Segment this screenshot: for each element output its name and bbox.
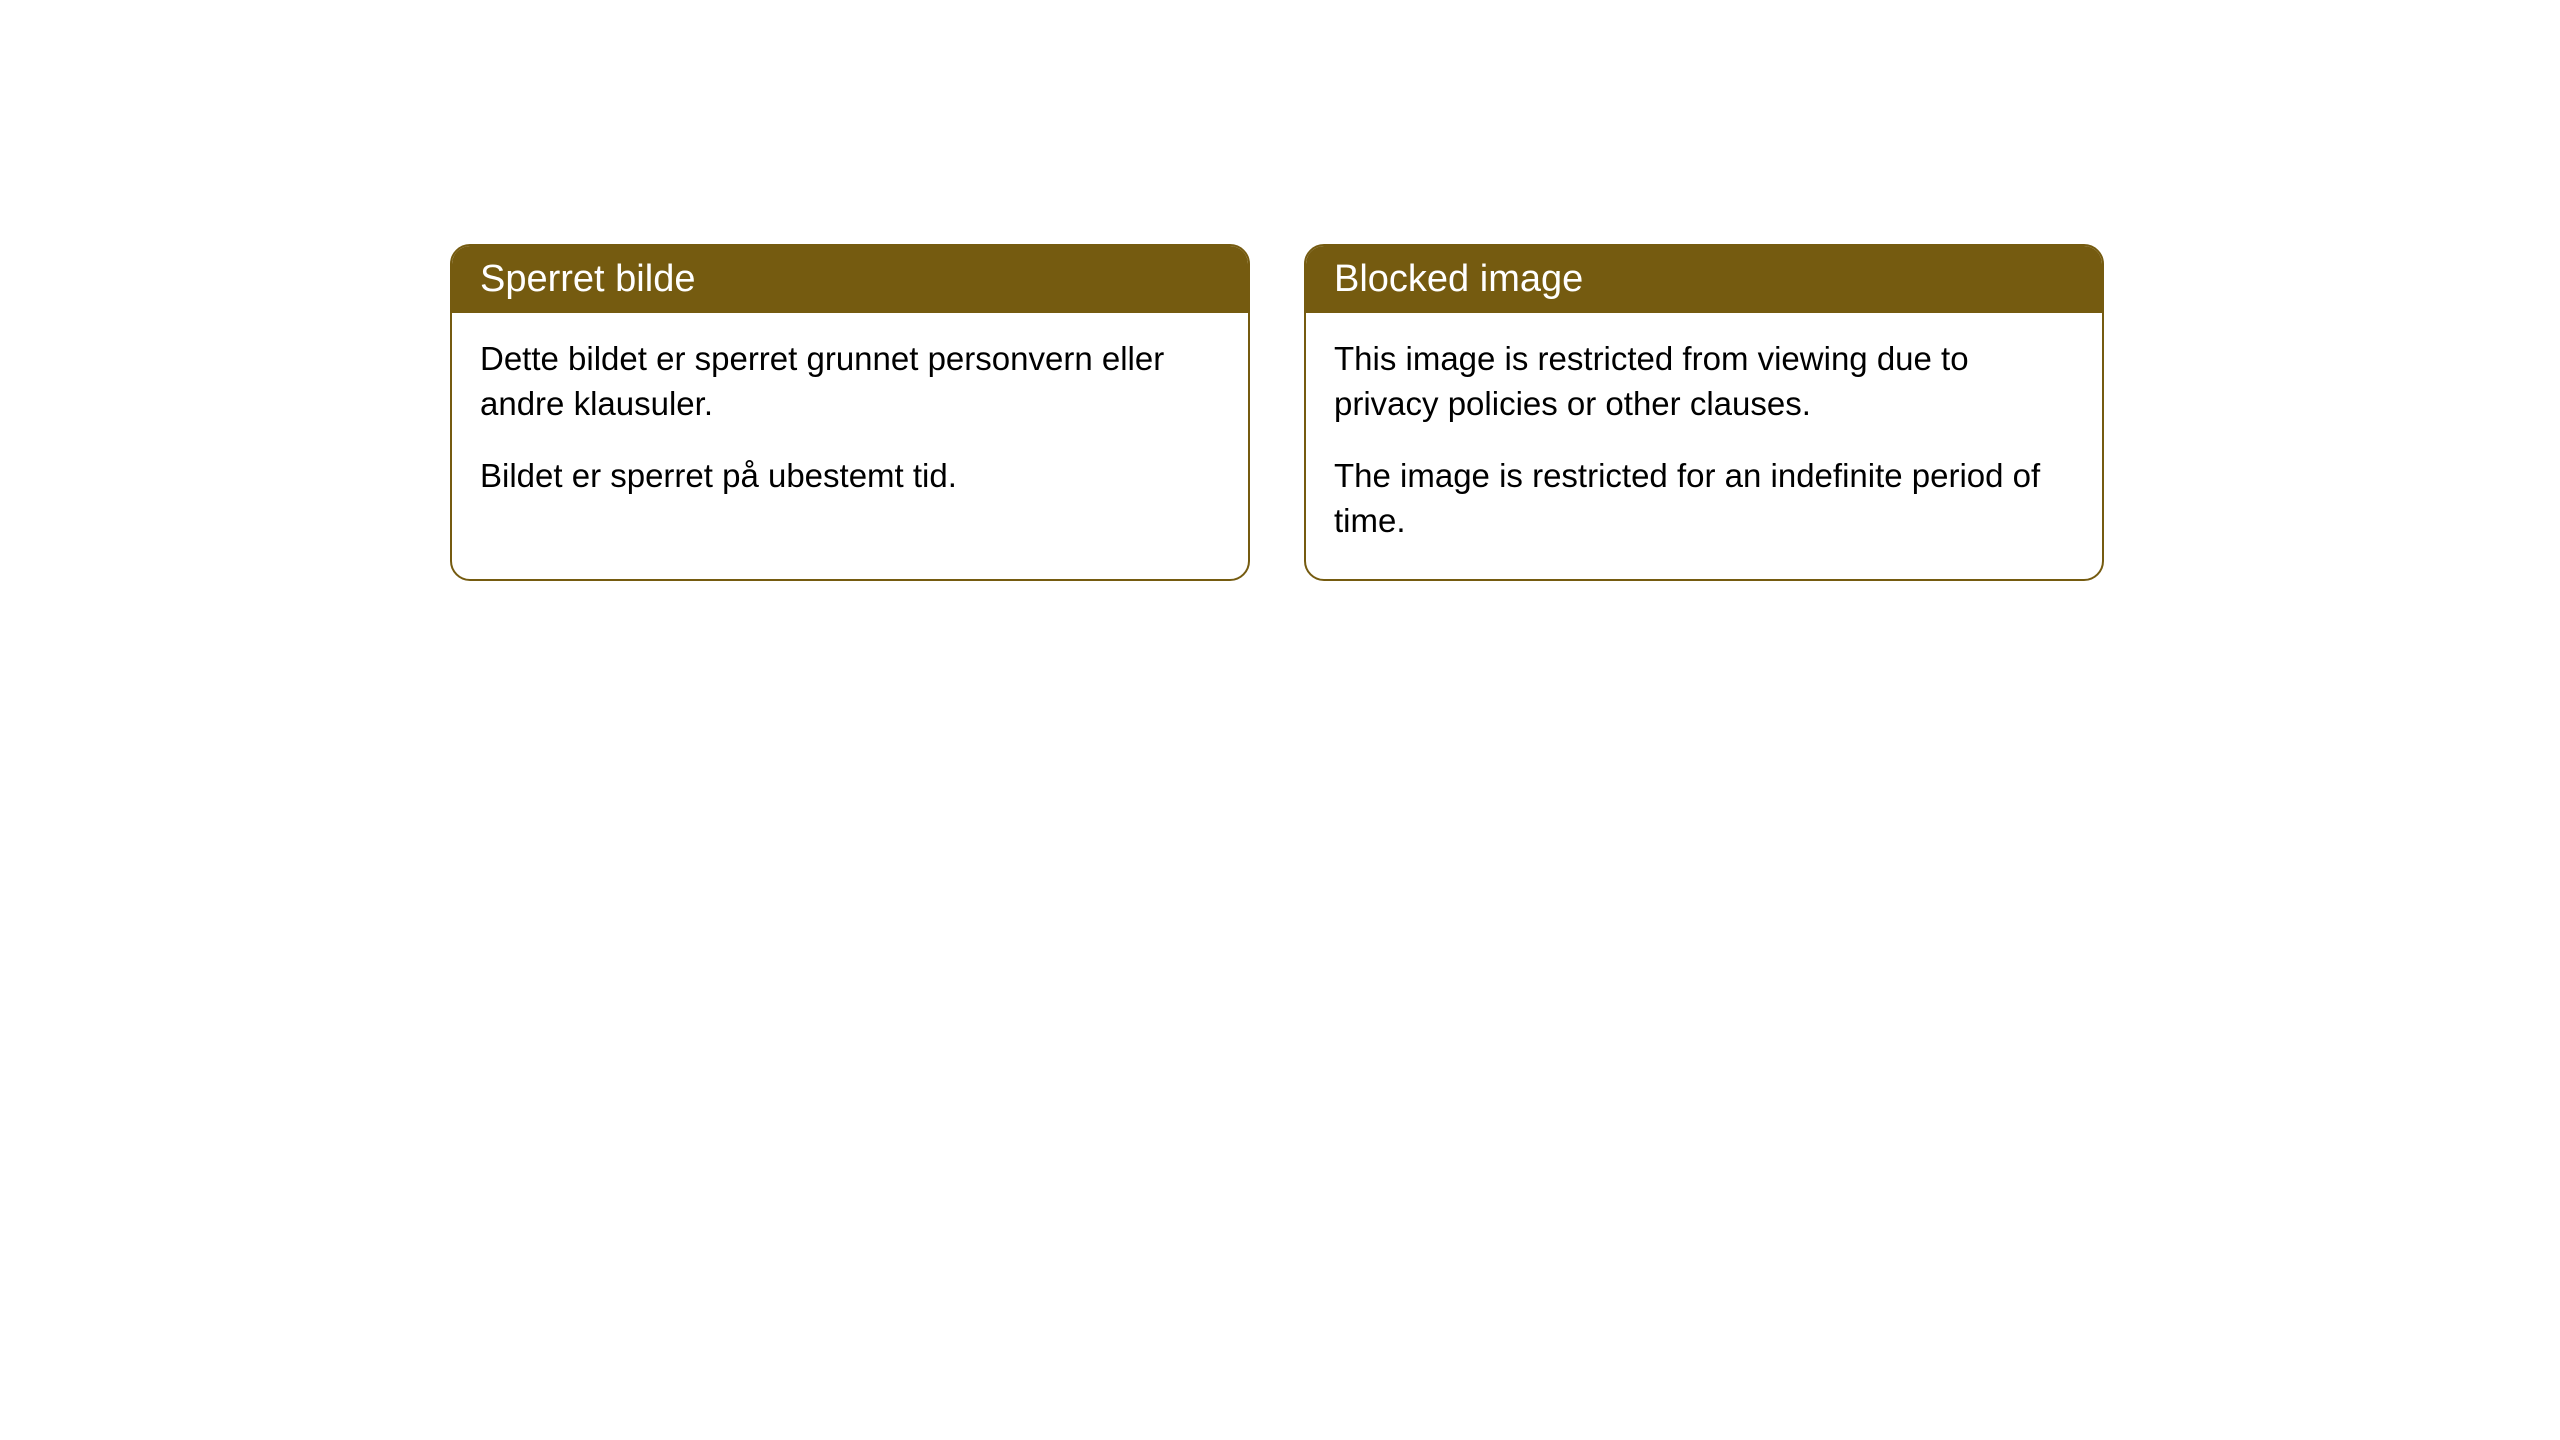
card-title: Blocked image (1334, 258, 1583, 300)
card-paragraph: Bildet er sperret på ubestemt tid. (480, 454, 1220, 499)
notice-cards-container: Sperret bilde Dette bildet er sperret gr… (450, 244, 2104, 581)
card-header: Sperret bilde (452, 246, 1248, 313)
card-paragraph: Dette bildet er sperret grunnet personve… (480, 337, 1220, 426)
card-title: Sperret bilde (480, 258, 695, 300)
card-body: This image is restricted from viewing du… (1306, 313, 2102, 579)
card-header: Blocked image (1306, 246, 2102, 313)
card-paragraph: The image is restricted for an indefinit… (1334, 454, 2074, 543)
card-body: Dette bildet er sperret grunnet personve… (452, 313, 1248, 535)
notice-card-english: Blocked image This image is restricted f… (1304, 244, 2104, 581)
card-paragraph: This image is restricted from viewing du… (1334, 337, 2074, 426)
notice-card-norwegian: Sperret bilde Dette bildet er sperret gr… (450, 244, 1250, 581)
